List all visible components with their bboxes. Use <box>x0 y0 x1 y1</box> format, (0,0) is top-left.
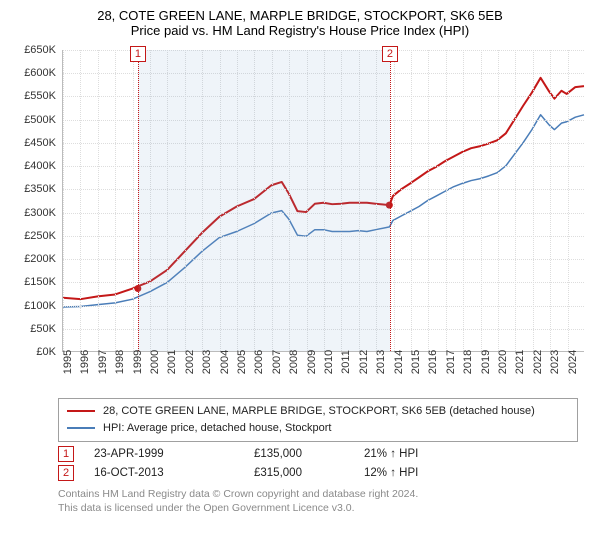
sale-row-marker: 2 <box>58 465 74 481</box>
price-chart: £0K £50K £100K £150K £200K £250K £300K £350K £40… <box>12 42 588 392</box>
y-tick-label: £500K <box>24 114 56 126</box>
y-tick-label: £0K <box>36 346 56 358</box>
attribution-line2: This data is licensed under the Open Gov… <box>58 501 578 515</box>
attribution: Contains HM Land Registry data © Crown c… <box>58 487 578 515</box>
sale-row: 1 23-APR-1999£135,00021% ↑ HPI <box>58 446 588 462</box>
sale-delta: 21% ↑ HPI <box>364 448 484 460</box>
title-address: 28, COTE GREEN LANE, MARPLE BRIDGE, STOC… <box>12 8 588 23</box>
y-tick-label: £550K <box>24 90 56 102</box>
y-tick-label: £450K <box>24 137 56 149</box>
sale-vline <box>390 50 391 351</box>
sale-delta: 12% ↑ HPI <box>364 467 484 479</box>
chart-title: 28, COTE GREEN LANE, MARPLE BRIDGE, STOC… <box>12 8 588 38</box>
legend-entry: HPI: Average price, detached house, Stoc… <box>67 420 569 437</box>
legend-swatch <box>67 410 95 412</box>
y-tick-label: £300K <box>24 207 56 219</box>
sale-date: 16-OCT-2013 <box>94 467 254 479</box>
y-tick-label: £100K <box>24 300 56 312</box>
sales-period-band <box>138 50 390 351</box>
y-tick-label: £400K <box>24 160 56 172</box>
y-tick-label: £350K <box>24 183 56 195</box>
legend-label: 28, COTE GREEN LANE, MARPLE BRIDGE, STOC… <box>103 403 535 420</box>
attribution-line1: Contains HM Land Registry data © Crown c… <box>58 487 578 501</box>
y-tick-label: £250K <box>24 230 56 242</box>
title-subtitle: Price paid vs. HM Land Registry's House … <box>12 23 588 38</box>
y-tick-label: £150K <box>24 276 56 288</box>
sale-vline <box>138 50 139 351</box>
sale-price: £135,000 <box>254 448 364 460</box>
sale-row: 2 16-OCT-2013£315,00012% ↑ HPI <box>58 465 588 481</box>
legend: 28, COTE GREEN LANE, MARPLE BRIDGE, STOC… <box>58 398 578 442</box>
y-tick-label: £200K <box>24 253 56 265</box>
sale-row-marker: 1 <box>58 446 74 462</box>
y-tick-label: £650K <box>24 44 56 56</box>
x-tick-label: 2024 <box>567 350 597 374</box>
legend-entry: 28, COTE GREEN LANE, MARPLE BRIDGE, STOC… <box>67 403 569 420</box>
sale-marker-1: 1 <box>130 46 146 62</box>
y-tick-label: £50K <box>30 323 56 335</box>
sale-date: 23-APR-1999 <box>94 448 254 460</box>
legend-swatch <box>67 427 95 429</box>
sale-marker-2: 2 <box>382 46 398 62</box>
legend-label: HPI: Average price, detached house, Stoc… <box>103 420 332 437</box>
sale-price: £315,000 <box>254 467 364 479</box>
y-tick-label: £600K <box>24 67 56 79</box>
